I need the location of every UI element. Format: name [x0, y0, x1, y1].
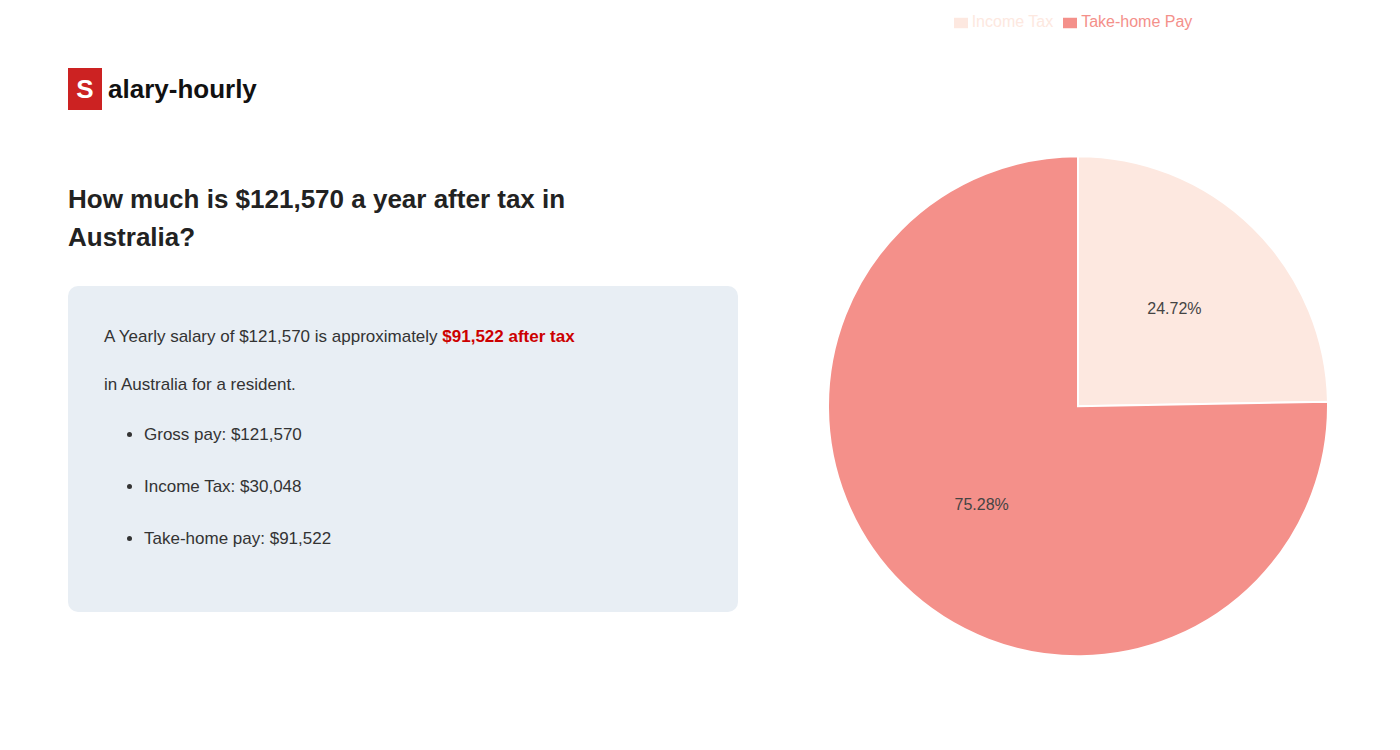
html-text:Australia?: Australia?: [68, 222, 196, 252]
html-text:Gross pay: $121,570: Gross pay: $121,570: [144, 425, 302, 444]
html-text:Take-home pay: $91,522: Take-home pay: $91,522: [144, 529, 332, 548]
html-text:How much is $121,570 a year af: How much is $121,570 a year after tax in: [68, 184, 566, 214]
html-text:in Australia for a resident.: in Australia for a resident.: [104, 375, 296, 394]
html-text:Income Tax: $30,048: Income Tax: $30,048: [144, 477, 302, 496]
html-text:alary-hourly: alary-hourly: [108, 73, 257, 104]
html-text:Take-home Pay: Take-home Pay: [1081, 13, 1193, 30]
svg-text:24.72%: 24.72%: [1147, 300, 1201, 317]
html-text:Income Tax: Income Tax: [971, 13, 1054, 30]
html-text:S: S: [76, 73, 94, 104]
svg-text:75.28%: 75.28%: [954, 496, 1008, 513]
html-text:A Yearly salary of $121,570 is: A Yearly salary of $121,570 is approxima…: [104, 327, 575, 346]
